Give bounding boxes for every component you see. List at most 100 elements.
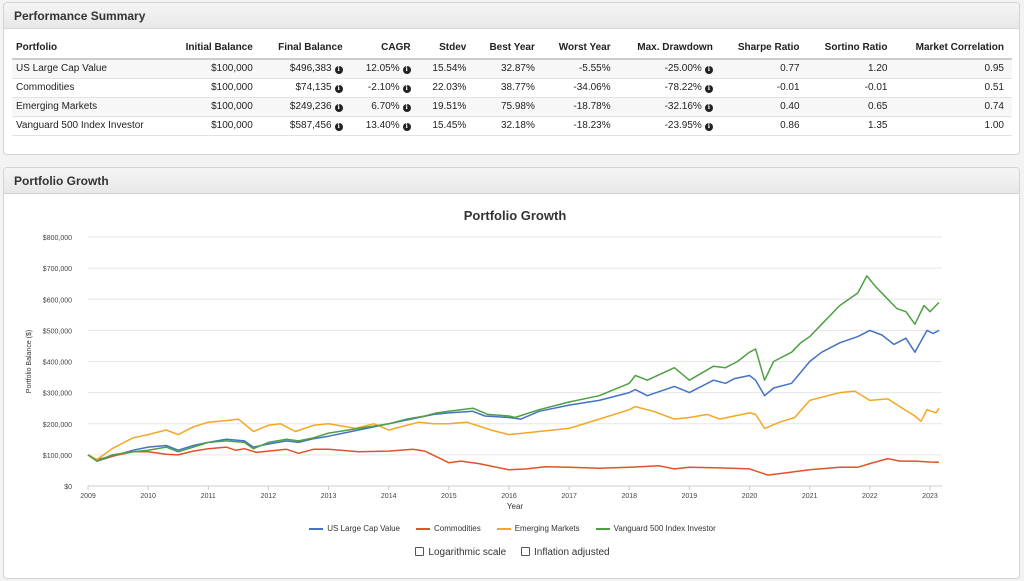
info-circle-icon[interactable]: i <box>704 85 713 93</box>
inflation-adjusted-option[interactable]: Inflation adjusted <box>520 547 610 558</box>
cell-corr: 0.51 <box>895 78 1012 98</box>
info-circle-icon[interactable]: i <box>402 104 411 112</box>
cell-value: 12.05% <box>365 63 400 75</box>
cell-value: -2.10% <box>367 82 400 93</box>
info-circle-icon[interactable]: i <box>402 85 411 93</box>
info-circle-icon[interactable]: i <box>334 123 343 131</box>
logarithmic-scale-option[interactable]: Logarithmic scale <box>415 547 506 558</box>
x-tick-label: 2010 <box>140 493 156 500</box>
cell-value: 1.35 <box>867 120 888 131</box>
legend-item[interactable]: Emerging Markets <box>496 524 580 533</box>
cell-portfolio: Emerging Markets <box>12 97 168 117</box>
column-header: Best Year <box>474 39 543 60</box>
cell-value: -34.06% <box>573 82 611 93</box>
table-header-row: Portfolio Initial Balance Final Balance … <box>12 39 1012 60</box>
cell-value: 0.95 <box>984 63 1004 75</box>
cell-stdev: 15.45% <box>418 116 475 136</box>
cell-value: $496,383 <box>289 63 332 75</box>
inflation-adjusted-label: Inflation adjusted <box>533 547 610 558</box>
cell-worst: -18.23% <box>542 116 619 136</box>
cell-value: $249,236 <box>289 101 332 112</box>
info-circle-icon[interactable]: i <box>402 66 411 75</box>
cell-corr: 1.00 <box>895 116 1012 136</box>
cell-value: 0.86 <box>780 120 800 131</box>
chart-title: Portfolio Growth <box>464 208 567 223</box>
cell-value: 0.51 <box>984 82 1004 93</box>
y-tick-label: $600,000 <box>43 297 72 304</box>
y-tick-label: $700,000 <box>43 266 72 273</box>
cell-value: -78.22% <box>664 82 702 93</box>
cell-value: 13.40% <box>365 120 400 131</box>
table-row: Emerging Markets $100,000 $249,236 i 6.70% i 1… <box>12 97 1012 117</box>
cell-value: -0.01 <box>776 82 800 93</box>
cell-worst: -18.78% <box>542 97 619 117</box>
x-tick-label: 2017 <box>561 493 577 500</box>
cell-final: $74,135 i <box>260 78 351 98</box>
legend-item[interactable]: Commodities <box>416 524 481 533</box>
table-row: Vanguard 500 Index Investor $100,000 $587,… <box>12 116 1012 136</box>
inflation-adjusted-checkbox[interactable] <box>520 547 530 556</box>
info-circle-icon[interactable]: i <box>402 123 411 131</box>
cell-sortino: 0.65 <box>807 97 896 117</box>
column-header: Sortino Ratio <box>807 39 896 60</box>
logarithmic-scale-checkbox[interactable] <box>415 547 425 556</box>
y-axis-label: Portfolio Balance ($) <box>26 330 33 393</box>
cell-value: 0.40 <box>780 101 800 112</box>
column-header: Worst Year <box>542 39 619 60</box>
info-circle-icon[interactable]: i <box>704 66 713 75</box>
series-line-1 <box>87 446 940 476</box>
cell-value: 32.18% <box>500 120 535 131</box>
cell-corr: 0.74 <box>895 97 1012 117</box>
legend-label: US Large Cap Value <box>327 524 401 533</box>
legend-item[interactable]: Vanguard 500 Index Investor <box>595 524 716 533</box>
y-tick-label: $100,000 <box>43 453 72 460</box>
cell-drawdown: -23.95% i <box>618 116 721 136</box>
legend-swatch <box>416 527 431 530</box>
cell-value: $74,135 <box>295 82 332 93</box>
x-tick-label: 2009 <box>80 493 96 500</box>
cell-sharpe: 0.77 <box>720 59 808 79</box>
y-tick-label: $800,000 <box>43 235 72 242</box>
cell-value: $100,000 <box>211 101 253 112</box>
cell-value: 0.77 <box>780 63 800 75</box>
cell-value: $100,000 <box>211 63 253 75</box>
cell-cagr: 6.70% i <box>350 97 419 117</box>
cell-best: 32.18% <box>474 116 543 136</box>
cell-portfolio: Vanguard 500 Index Investor <box>12 116 168 136</box>
info-circle-icon[interactable]: i <box>334 66 343 75</box>
info-circle-icon[interactable]: i <box>334 104 343 112</box>
cell-sharpe: -0.01 <box>720 78 808 98</box>
x-tick-label: 2023 <box>922 493 938 500</box>
table-row: US Large Cap Value $100,000 $496,383 i 12.05… <box>12 59 1012 79</box>
chart-legend: US Large Cap Value Commodities Emerging Ma… <box>4 524 1019 533</box>
portfolio-growth-panel: Portfolio Growth Portfolio Growth $0 $100,… <box>3 167 1020 579</box>
cell-value: 6.70% <box>371 101 400 112</box>
legend-item[interactable]: US Large Cap Value <box>309 524 400 533</box>
cell-final: $496,383 i <box>260 59 351 79</box>
series-line-2 <box>87 390 940 461</box>
y-tick-label: $500,000 <box>43 328 72 335</box>
table-row: Commodities $100,000 $74,135 i -2.10% i 22.03%… <box>12 78 1012 98</box>
info-circle-icon[interactable]: i <box>704 104 713 112</box>
y-tick-label: $200,000 <box>43 422 72 429</box>
cell-value: 1.20 <box>867 63 888 75</box>
y-tick-label: $400,000 <box>43 360 72 367</box>
cell-value: 0.65 <box>867 101 888 112</box>
cell-final: $587,456 i <box>260 116 351 136</box>
cell-sharpe: 0.40 <box>720 97 808 117</box>
cell-sortino: -0.01 <box>807 78 896 98</box>
info-circle-icon[interactable]: i <box>704 123 713 131</box>
info-circle-icon[interactable]: i <box>334 85 343 93</box>
cell-final: $249,236 i <box>260 97 351 117</box>
cell-cagr: 13.40% i <box>350 116 419 136</box>
cell-value: $100,000 <box>211 82 253 93</box>
column-header: Stdev <box>418 39 475 60</box>
column-header: Portfolio <box>12 39 168 60</box>
cell-value: 75.98% <box>500 101 535 112</box>
cell-value: -5.55% <box>578 63 611 75</box>
cell-value: 15.54% <box>432 63 467 75</box>
x-tick-label: 2019 <box>682 493 698 500</box>
x-tick-label: 2012 <box>261 493 277 500</box>
cell-initial: $100,000 <box>167 97 261 117</box>
cell-cagr: -2.10% i <box>350 78 419 98</box>
